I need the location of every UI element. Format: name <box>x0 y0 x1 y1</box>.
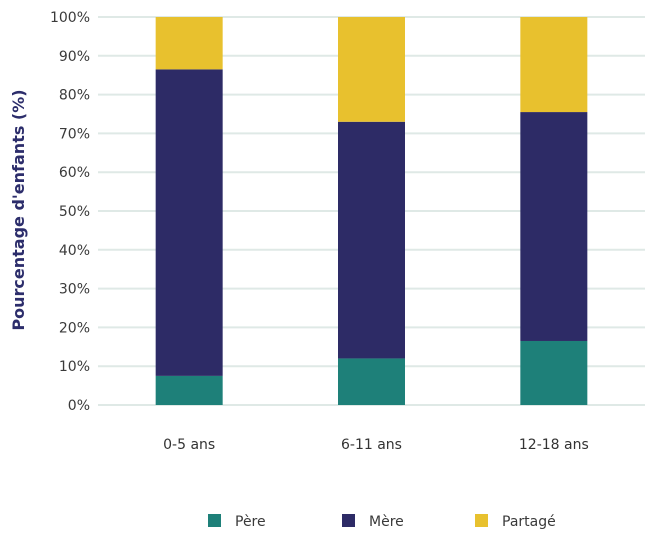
y-tick-label: 60% <box>59 165 90 181</box>
y-tick-label: 30% <box>59 282 90 298</box>
bar-segment-partag--1 <box>338 17 405 122</box>
bar-segment-partag--2 <box>520 17 588 113</box>
legend-label: Père <box>235 514 266 530</box>
y-tick-label: 90% <box>59 49 90 65</box>
bar-segment-m-re-0 <box>155 69 223 376</box>
y-tick-label: 50% <box>59 204 90 220</box>
bar-segment-m-re-1 <box>338 121 405 359</box>
legend-swatch <box>208 514 221 527</box>
x-axis-ticks: 0-5 ans 6-11 ans 12-18 ans <box>163 437 589 453</box>
y-tick-label: 70% <box>59 126 90 142</box>
bars <box>155 17 588 405</box>
bar-segment-partag--0 <box>155 17 223 70</box>
legend-label: Mère <box>369 514 404 530</box>
x-tick-label: 0-5 ans <box>163 437 215 453</box>
y-tick-label: 100% <box>50 10 90 26</box>
legend-swatch <box>342 514 355 527</box>
x-tick-label: 6-11 ans <box>341 437 402 453</box>
y-tick-label: 20% <box>59 320 90 336</box>
y-tick-label: 40% <box>59 243 90 259</box>
y-axis-label: Pourcentage d'enfants (%) <box>9 89 28 330</box>
legend-label: Partagé <box>502 514 556 530</box>
y-tick-label: 0% <box>68 398 90 414</box>
bar-segment-m-re-2 <box>520 112 588 341</box>
bar-segment-p-re-2 <box>520 340 588 405</box>
x-tick-label: 12-18 ans <box>519 437 589 453</box>
bar-segment-p-re-0 <box>155 375 223 405</box>
bar-segment-p-re-1 <box>338 358 405 405</box>
y-tick-label: 10% <box>59 359 90 375</box>
legend: Père Mère Partagé <box>208 514 556 530</box>
y-axis-ticks: 0% 10% 20% 30% 40% 50% 60% 70% 80% 90% 100% <box>50 10 90 414</box>
legend-swatch <box>475 514 488 527</box>
y-tick-label: 80% <box>59 88 90 104</box>
